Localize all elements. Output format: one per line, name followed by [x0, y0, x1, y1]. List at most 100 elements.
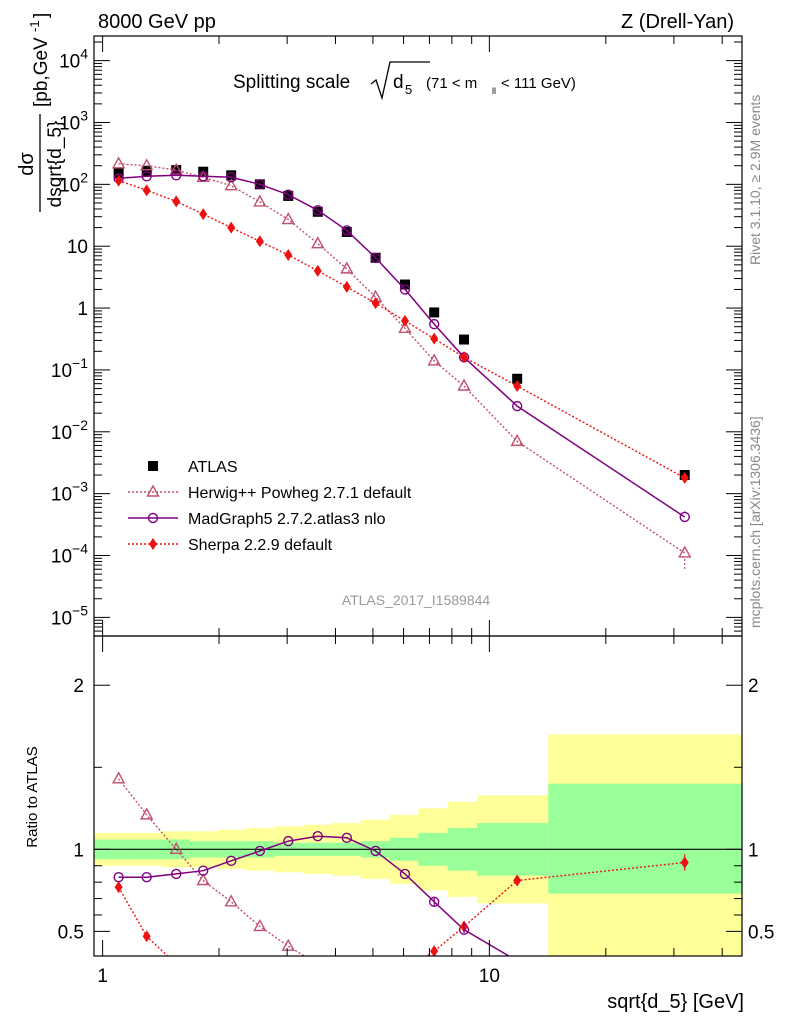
- chart-title: Splitting scale d 5 (71 < m ll < 111 GeV…: [233, 61, 576, 101]
- series-circle: [113, 170, 690, 523]
- data-point: [169, 162, 183, 175]
- data-point: [142, 184, 151, 197]
- ratio-point: [199, 975, 207, 987]
- data-point: [370, 252, 381, 263]
- data-point: [283, 189, 294, 200]
- data-point: [255, 235, 264, 248]
- ratio-point: [312, 958, 323, 968]
- data-point: [457, 378, 471, 391]
- ratio-line: [117, 861, 685, 956]
- y-tick-label: 10−1: [51, 355, 88, 382]
- ratio-y-tick-label: 0.5: [58, 922, 84, 943]
- legend-label: MadGraph5 2.7.2.atlas3 nlo: [188, 511, 386, 528]
- y-tick-label: 10−2: [51, 417, 88, 444]
- ratio-point: [513, 874, 522, 887]
- ratio-point: [114, 881, 123, 894]
- header-left: 8000 GeV pp: [98, 11, 216, 33]
- data-point: [139, 158, 154, 171]
- data-point: [512, 373, 523, 384]
- legend-label: ATLAS: [188, 459, 238, 476]
- legend-entry: Sherpa 2.2.9 default: [128, 537, 333, 554]
- y-tick-label: 10−5: [51, 602, 88, 629]
- ylabel-unit: [pb,GeV: [31, 37, 52, 107]
- ratio-point: [399, 868, 411, 880]
- ratio-point: [370, 845, 381, 857]
- data-point: [460, 351, 469, 364]
- data-point: [427, 353, 441, 366]
- ylabel-numerator: dσ: [16, 152, 38, 176]
- chart-title-text: Splitting scale: [233, 72, 350, 93]
- ratio-point: [254, 845, 266, 857]
- data-point: [429, 307, 440, 318]
- ratio-point: [227, 983, 235, 995]
- rivet-label: Rivet 3.1.10, ≥ 2.9M events: [747, 95, 763, 265]
- data-point: [341, 225, 353, 236]
- series-line: [118, 174, 686, 518]
- header-right: Z (Drell-Yan): [621, 11, 734, 33]
- title-symbol: d: [393, 72, 404, 93]
- data-point: [680, 471, 689, 484]
- ratio-point: [281, 938, 295, 951]
- data-point: [398, 320, 412, 334]
- data-point: [341, 226, 352, 237]
- data-point: [225, 172, 237, 183]
- ratio-point: [515, 955, 519, 956]
- ratio-point: [283, 835, 294, 847]
- ratio-series: [111, 771, 689, 1001]
- ratio-ylabel: Ratio to ATLAS: [24, 746, 41, 847]
- ratio-point: [171, 868, 182, 880]
- legend-marker: [147, 512, 159, 524]
- data-point: [313, 264, 322, 277]
- ratio-point: [197, 865, 209, 876]
- y-tick-label: 102: [59, 169, 88, 196]
- data-point: [283, 190, 294, 201]
- ratio-point: [314, 989, 322, 1001]
- ratio-point: [372, 978, 380, 990]
- data-point: [513, 379, 522, 392]
- main-x-axis: [102, 36, 723, 636]
- data-point: [510, 433, 524, 447]
- ratio-line: [118, 778, 306, 956]
- x-axis-label: sqrt{d_5} [GeV]: [607, 991, 744, 1013]
- ratio-point: [142, 930, 151, 943]
- data-point: [114, 174, 123, 187]
- ratio-series-triangle: [111, 771, 323, 968]
- data-point: [428, 318, 440, 330]
- y-tick-label: 103: [59, 107, 88, 134]
- ratio-point: [341, 832, 353, 844]
- legend: ATLAS Herwig++ Powheg 2.7.1 default MadGra…: [128, 459, 412, 554]
- ratio-point: [172, 958, 180, 970]
- ratio-y-tick-label-right: 2: [748, 676, 759, 697]
- data-point: [226, 170, 237, 181]
- x-tick-label: 1: [97, 966, 108, 987]
- data-point: [678, 545, 692, 558]
- data-point: [284, 249, 293, 262]
- data-point: [227, 221, 236, 234]
- uncertainty-bands: [94, 734, 742, 956]
- ratio-panel: 0.5 0.5 1 1 2 2 1 10: [58, 635, 775, 1001]
- watermark: ATLAS_2017_I1589844: [342, 592, 491, 608]
- data-point: [511, 400, 523, 412]
- legend-entry: Herwig++ Powheg 2.7.1 default: [128, 484, 412, 502]
- data-point: [172, 195, 181, 208]
- data-point: [253, 194, 267, 207]
- ratio-point: [196, 873, 210, 886]
- ratio-y-axis: 0.5 0.5 1 1 2 2: [58, 676, 775, 943]
- legend-label: Sherpa 2.2.9 default: [188, 537, 333, 554]
- ratio-point: [225, 855, 237, 867]
- y-tick-label: 10: [67, 237, 88, 258]
- legend-marker: [149, 538, 157, 550]
- mcplots-label: mcplots.cern.ch [arXiv:1306.3436]: [747, 416, 763, 628]
- title-symbol-sub: 5: [405, 82, 412, 97]
- y-tick-label: 10−4: [51, 541, 88, 568]
- y-tick-label: 104: [59, 46, 88, 73]
- ylabel-denominator: dsqrt{d_5}: [45, 121, 66, 208]
- ratio-point: [139, 807, 154, 820]
- data-point: [141, 165, 152, 176]
- data-point: [679, 511, 690, 523]
- ratio-frame: [93, 635, 743, 957]
- ylabel-unit-sup: -1: [27, 20, 42, 32]
- data-point: [281, 212, 295, 225]
- main-ylabel: dσ dsqrt{d_5} [pb,GeV -1 ]: [16, 13, 66, 212]
